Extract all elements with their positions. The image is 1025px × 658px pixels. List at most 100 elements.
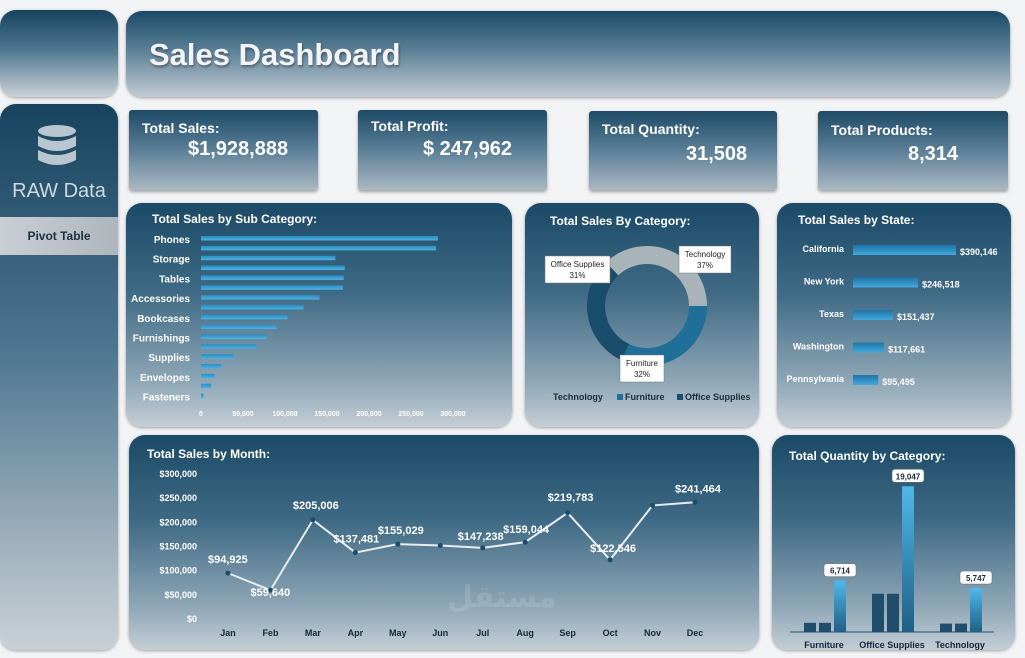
bar-office-supplies [872,593,884,632]
data-label: 6,714 [830,567,851,576]
tick-label: Accessories [131,294,190,305]
state-chart: California $390,146 New York $246,518 Texas $… [786,244,997,387]
month-chart: $0 $50,000 $100,000 $150,000 $200,000 $250,00… [159,469,721,638]
sidebar: RAW Data [0,104,118,650]
pivot-table-button[interactable]: Pivot Table [0,217,118,255]
kpi-label: Total Quantity: [602,121,700,137]
kpi-value: $ 247,962 [423,138,512,160]
bar-technology [940,623,952,632]
slice-furniture [621,306,707,366]
category-panel: Total Sales By Category: Technology 37% Fu… [525,203,759,427]
data-point [267,587,273,593]
y-tick-label: $300,000 [159,469,197,479]
data-label: $159,044 [503,524,550,536]
bar-technology [970,588,982,632]
category-donut-chart: Technology 37% Furniture 32% Office Supplies… [544,245,751,402]
bar-paper [201,344,257,349]
bar-furniture [819,622,831,632]
data-point [650,502,656,508]
data-point [225,570,231,576]
data-label: $205,006 [293,500,339,512]
data-label-pct: 32% [634,370,650,379]
bar-technology [955,623,967,632]
tick-label: Envelopes [140,373,190,384]
chart-title: Total Sales by Sub Category: [152,212,318,226]
chart-title: Total Sales by State: [798,213,915,227]
data-point [522,539,528,545]
kpi-value: 31,508 [686,143,748,165]
bar-furniture [804,622,816,632]
x-tick-label: Sep [559,628,576,638]
data-point [352,550,358,556]
x-tick-label: 250,000 [398,411,423,418]
x-tick-label: Jan [220,628,236,638]
data-label: 19,047 [896,472,921,481]
subcategory-panel: Total Sales by Sub Category: Phones Stora… [126,203,512,427]
x-tick-label: Oct [603,628,618,638]
kpi-value: $1,928,888 [188,138,289,160]
x-tick-label: Technology [935,640,985,650]
bar-texas [853,310,893,320]
bar-office-supplies [902,486,914,632]
value-label: $95,495 [882,377,915,387]
bar-supplies [201,354,234,359]
logo-panel [0,10,118,97]
legend-label: Office Supplies [685,392,751,402]
bar-storage [201,255,336,261]
tick-label: Tables [159,274,190,285]
x-tick-label: Aug [516,628,534,638]
data-label: 5,747 [966,574,987,583]
sales-line [227,501,696,592]
legend-label: Technology [553,392,603,402]
y-tick-label: $100,000 [159,566,197,576]
data-point [310,517,316,523]
state-label: Texas [819,309,844,319]
bar-accessories [201,295,320,300]
x-tick-label: 100,000 [272,411,297,418]
kpi-label: Total Sales: [142,120,220,136]
data-label-pct: 37% [697,261,713,270]
kpi-label: Total Products: [831,122,933,138]
data-point [607,557,613,563]
state-panel: Total Sales by State: California $390,146… [777,203,1011,427]
data-label: $137,481 [333,534,379,546]
month-panel: Total Sales by Month: مستقل $0 $50,000 $10… [129,435,759,650]
legend-swatch [617,394,623,400]
quantity-chart: 6,714 Furniture 19,047 Office Supplies 5,747… [790,469,994,650]
x-tick-label: May [389,628,407,638]
legend-label: Furniture [625,392,665,402]
x-tick-label: 200,000 [356,411,381,418]
x-tick-label: Feb [262,628,279,638]
value-label: $151,437 [897,312,935,322]
bar-art [201,364,222,369]
data-point [565,510,571,516]
data-point [692,499,698,505]
x-tick-label: 150,000 [314,411,339,418]
slice-office-supplies [587,262,630,361]
data-label: $147,238 [458,531,504,543]
bar-california [853,245,956,255]
y-tick-label: $150,000 [159,542,197,552]
page-title: Sales Dashboard [149,37,401,72]
x-tick-label: 300,000 [440,411,465,418]
bar-furniture [834,580,846,632]
bar-new-york [853,277,919,288]
data-label: $94,925 [208,554,248,566]
value-label: $117,661 [888,345,925,355]
tick-label: Supplies [148,353,190,364]
tick-label: Bookcases [137,314,190,325]
data-label-box [823,563,857,577]
bar-pennsylvania [853,375,879,385]
data-label: $59,640 [250,587,290,599]
subcategory-chart: Phones Storage Tables Accessories Bookcases F… [131,235,466,418]
raw-data-label[interactable]: RAW Data [12,180,106,202]
kpi-total-products: Total Products: 8,314 [818,111,1008,190]
data-point [480,545,486,551]
data-label: $155,029 [378,525,424,537]
y-tick-label: $0 [187,614,197,624]
x-tick-label: 0 [199,411,203,418]
chart-title: Total Sales by Month: [147,447,271,461]
bar-furnishings [201,334,267,339]
bar-fasteners [201,393,204,399]
legend-swatch [545,394,551,400]
